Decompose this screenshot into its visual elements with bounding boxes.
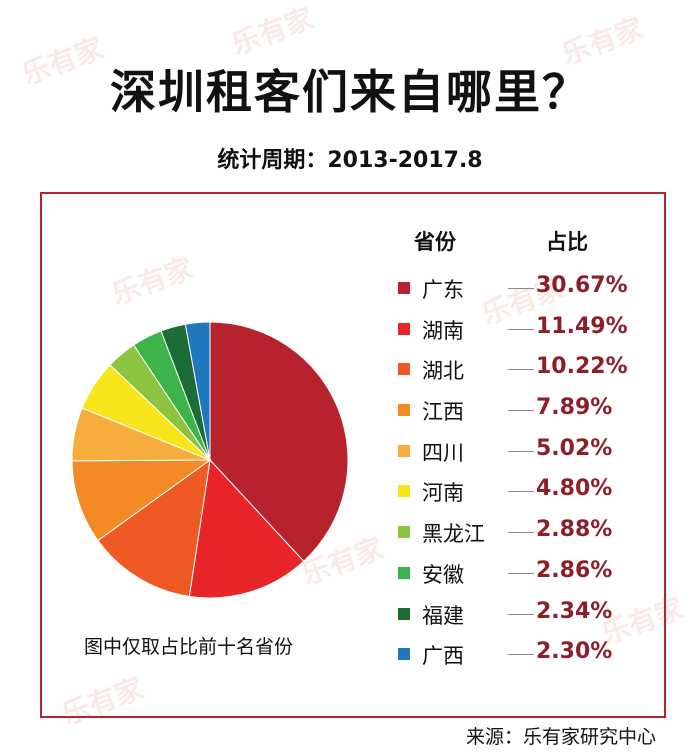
chart-frame	[40, 192, 666, 718]
legend-leader-line	[508, 369, 534, 371]
legend-item: 黑龙江 2.88%	[390, 514, 650, 555]
pie-slice-1	[209, 321, 349, 562]
legend-leader-line	[508, 532, 534, 534]
legend-label: 河南	[422, 481, 464, 506]
legend-label: 四川	[422, 440, 464, 465]
legend-value: 5.02%	[536, 435, 613, 461]
legend-value: 11.49%	[536, 313, 628, 339]
source-note: 来源：乐有家研究中心	[465, 726, 656, 748]
legend-swatch	[398, 648, 410, 661]
legend-swatch	[398, 322, 410, 335]
legend-item: 广东 30.67%	[390, 270, 650, 311]
legend-item: 广西 2.30%	[390, 636, 650, 677]
legend-leader-line	[508, 328, 534, 330]
chart-legend: 广东 30.67% 湖南 11.49% 湖北 10.22% 江西 7.89% 四川 5.02% 河南…	[390, 270, 650, 677]
legend-value: 2.86%	[536, 557, 613, 583]
pie-chart	[71, 321, 349, 599]
legend-header-province: 省份	[414, 230, 456, 254]
pie-slice-3	[97, 458, 211, 598]
legend-swatch	[398, 444, 410, 457]
page-subtitle: 统计周期：2013-2017.8	[217, 148, 483, 173]
pie-slice-4	[71, 459, 212, 542]
legend-label: 湖北	[422, 359, 464, 384]
legend-value: 10.22%	[536, 354, 628, 380]
legend-item: 安徽 2.86%	[390, 555, 650, 596]
legend-label: 湖南	[422, 318, 464, 343]
legend-item: 河南 4.80%	[390, 473, 650, 514]
watermark-logo: 乐有家	[227, 1, 318, 62]
chart-note: 图中仅取占比前十名省份	[84, 636, 294, 658]
legend-item: 江西 7.89%	[390, 392, 650, 433]
legend-swatch	[398, 404, 410, 417]
legend-item: 湖南 11.49%	[390, 311, 650, 352]
legend-leader-line	[508, 654, 534, 656]
legend-header-share: 占比	[546, 230, 588, 254]
legend-leader-line	[508, 450, 534, 452]
legend-value: 7.89%	[536, 395, 613, 421]
legend-leader-line	[508, 288, 534, 289]
legend-label: 广东	[422, 278, 464, 302]
legend-swatch	[398, 282, 410, 294]
legend-value: 2.88%	[536, 517, 613, 543]
legend-swatch	[398, 526, 410, 539]
legend-swatch	[398, 363, 410, 376]
legend-label: 江西	[422, 400, 464, 425]
legend-value: 30.67%	[536, 273, 628, 298]
legend-label: 福建	[422, 603, 464, 628]
legend-label: 黑龙江	[422, 522, 485, 547]
legend-swatch	[398, 566, 410, 579]
legend-item: 湖北 10.22%	[390, 351, 650, 392]
legend-item: 福建 2.34%	[390, 596, 650, 637]
legend-leader-line	[508, 613, 534, 615]
pie-slice-10	[184, 321, 211, 461]
legend-leader-line	[508, 410, 534, 412]
legend-leader-line	[508, 572, 534, 574]
legend-value: 2.30%	[536, 639, 613, 665]
legend-leader-line	[508, 491, 534, 493]
legend-label: 广西	[422, 644, 464, 669]
pie-slice-2	[188, 458, 305, 599]
legend-value: 2.34%	[536, 598, 613, 624]
legend-swatch	[398, 607, 410, 620]
legend-item: 四川 5.02%	[390, 433, 650, 474]
legend-swatch	[398, 485, 410, 498]
legend-label: 安徽	[422, 562, 464, 587]
page-title: 深圳租客们来自哪里？	[110, 65, 590, 119]
legend-value: 4.80%	[536, 476, 613, 502]
